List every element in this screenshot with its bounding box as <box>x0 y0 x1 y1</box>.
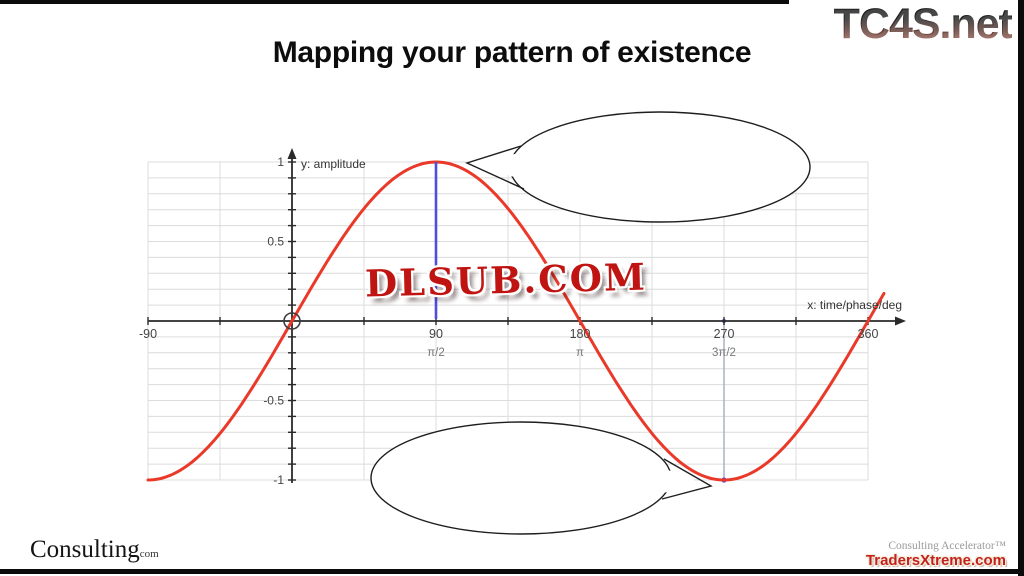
origin-circle-marker <box>283 312 301 330</box>
y-axis-tick-labels: 1 0.5 -0.5 -1 <box>263 155 284 487</box>
svg-text:360: 360 <box>858 327 879 341</box>
y-axis-label: y: amplitude <box>301 157 366 171</box>
svg-text:-0.5: -0.5 <box>263 394 284 408</box>
consulting-accelerator-mark: Consulting Accelerator™ <box>888 540 1006 552</box>
consulting-brand-main: Consulting <box>30 536 140 563</box>
dlsub-watermark: DLSUB.COM <box>364 254 648 306</box>
svg-text:π/2: π/2 <box>427 347 445 359</box>
y-axis-ticks <box>288 161 296 481</box>
svg-text:-90: -90 <box>139 327 157 341</box>
svg-text:180: 180 <box>570 327 591 341</box>
top-border-strip <box>0 0 789 4</box>
tc4s-logo: TC4S.net <box>833 0 1013 48</box>
tradersxtreme-mark: TradersXtreme.com <box>865 551 1006 569</box>
consulting-brand: Consultingcom <box>30 536 159 564</box>
bottom-border-strip <box>0 569 1024 574</box>
consulting-brand-suffix: com <box>139 548 159 560</box>
x-axis-label: x: time/phase/deg <box>807 298 902 312</box>
speech-bubble-bottom <box>370 421 713 535</box>
sine-curve <box>146 160 886 482</box>
svg-text:1: 1 <box>277 155 284 169</box>
y-axis-arrowhead <box>287 148 297 159</box>
svg-text:-1: -1 <box>273 473 284 487</box>
svg-text:0.5: 0.5 <box>267 235 284 249</box>
bottom-right-watermarks: Consulting Accelerator™ TradersXtreme.co… <box>866 540 1006 569</box>
svg-text:270: 270 <box>714 327 735 341</box>
speech-bubble-top <box>465 111 811 223</box>
x-axis-tick-labels: -90 90 π/2 180 π 270 3π/2 360 <box>139 327 879 359</box>
svg-text:π: π <box>576 347 584 359</box>
right-border-strip <box>1018 0 1024 576</box>
slide-title: Mapping your pattern of existence <box>272 36 752 69</box>
svg-text:90: 90 <box>429 327 443 341</box>
x-axis-arrowhead <box>895 316 906 326</box>
svg-text:3π/2: 3π/2 <box>712 347 736 359</box>
